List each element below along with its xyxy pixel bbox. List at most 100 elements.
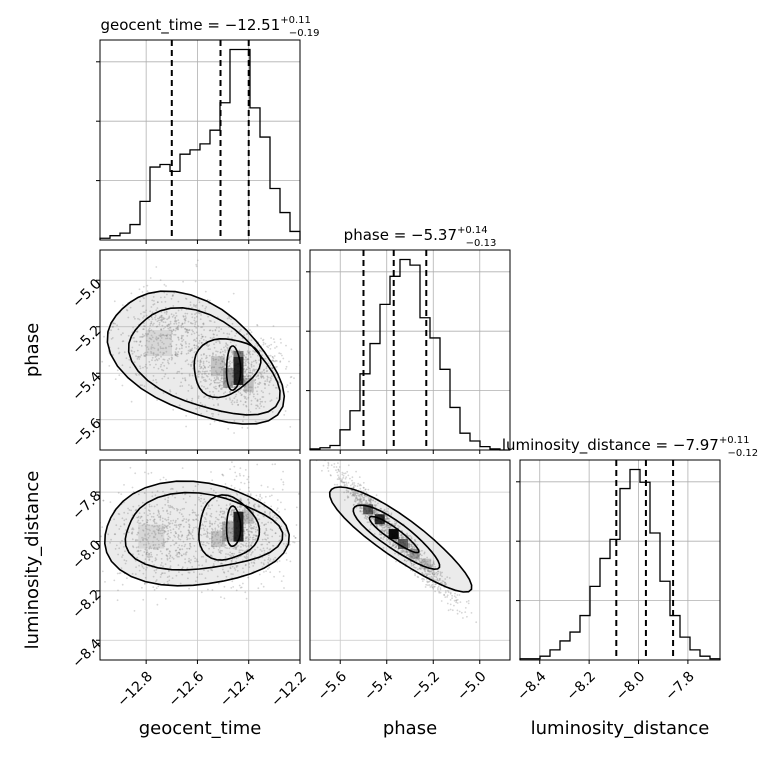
scatter-point	[168, 550, 171, 552]
scatter-point	[157, 529, 160, 532]
scatter-point	[434, 566, 436, 568]
scatter-point	[221, 350, 224, 353]
scatter-point	[258, 383, 260, 386]
scatter-point	[177, 336, 180, 339]
scatter-point	[169, 322, 172, 325]
scatter-point	[413, 563, 416, 566]
scatter-point	[181, 344, 183, 347]
scatter-point	[165, 285, 167, 287]
scatter-point	[178, 321, 180, 324]
scatter-point	[233, 386, 236, 389]
scatter-point	[165, 526, 168, 529]
scatter-point	[431, 572, 434, 575]
scatter-point	[150, 334, 153, 337]
scatter-point	[214, 520, 217, 523]
scatter-point	[185, 329, 188, 331]
scatter-point	[188, 523, 190, 526]
scatter-point	[118, 513, 121, 516]
scatter-point	[193, 325, 196, 328]
scatter-point	[150, 551, 152, 554]
scatter-point	[357, 502, 360, 505]
scatter-point	[402, 549, 405, 552]
scatter-point	[157, 511, 160, 514]
scatter-point	[327, 464, 330, 467]
scatter-point	[205, 560, 208, 563]
scatter-point	[223, 597, 226, 600]
scatter-point	[272, 359, 275, 362]
scatter-point	[181, 347, 183, 350]
scatter-point	[138, 373, 141, 376]
scatter-point	[244, 358, 247, 361]
scatter-point	[269, 348, 272, 350]
scatter-point	[401, 536, 403, 539]
scatter-point	[213, 547, 215, 550]
scatter-point	[249, 369, 252, 372]
scatter-point	[156, 538, 159, 540]
scatter-point	[164, 306, 167, 309]
scatter-point	[354, 497, 357, 500]
scatter-point	[180, 326, 183, 329]
scatter-point	[243, 530, 246, 533]
scatter-point	[166, 359, 169, 362]
scatter-point	[264, 400, 267, 403]
scatter-point	[123, 546, 125, 548]
scatter-point	[230, 330, 233, 333]
scatter-point	[275, 519, 277, 522]
scatter-point	[252, 527, 255, 530]
scatter-point	[360, 501, 362, 503]
scatter-point	[253, 365, 255, 367]
scatter-point	[160, 564, 162, 567]
scatter-point	[352, 486, 355, 488]
scatter-point	[201, 370, 204, 373]
scatter-point	[223, 361, 226, 364]
scatter-point	[144, 344, 147, 347]
scatter-point	[250, 519, 253, 522]
scatter-point	[110, 329, 112, 332]
scatter-point	[175, 348, 178, 351]
scatter-point	[256, 345, 259, 347]
scatter-point	[437, 579, 440, 582]
scatter-point	[203, 372, 206, 375]
scatter-point	[271, 367, 274, 370]
scatter-point	[243, 555, 246, 558]
scatter-point	[233, 432, 236, 434]
scatter-point	[243, 518, 246, 521]
scatter-point	[162, 476, 165, 479]
scatter-point	[146, 549, 149, 551]
scatter-point	[380, 533, 382, 536]
scatter-point	[337, 469, 340, 471]
scatter-point	[171, 332, 174, 335]
scatter-point	[190, 333, 193, 336]
scatter-point	[252, 565, 255, 567]
scatter-point	[166, 293, 168, 296]
scatter-point	[201, 376, 204, 379]
scatter-point	[208, 525, 211, 528]
scatter-point	[261, 538, 264, 541]
scatter-point	[166, 324, 169, 327]
scatter-point	[224, 362, 227, 365]
scatter-point	[184, 377, 186, 379]
scatter-point	[384, 525, 387, 528]
x-tick-label: −5.2	[408, 669, 443, 704]
scatter-point	[361, 513, 364, 515]
hist-frame	[519, 459, 721, 661]
scatter-point	[265, 534, 267, 536]
scatter-point	[177, 327, 179, 330]
scatter-point	[244, 375, 247, 378]
scatter-point	[194, 485, 197, 487]
scatter-point	[215, 385, 217, 388]
scatter-point	[258, 573, 261, 576]
scatter-point	[202, 335, 204, 338]
scatter-point	[186, 567, 189, 569]
scatter-point	[276, 360, 278, 362]
scatter-point	[136, 533, 139, 536]
scatter-point	[263, 406, 265, 408]
scatter-point	[203, 396, 205, 399]
scatter-point	[362, 497, 365, 499]
scatter-point	[247, 481, 250, 484]
scatter-point	[247, 371, 250, 374]
scatter-point	[147, 540, 150, 543]
scatter-point	[395, 546, 398, 548]
scatter-point	[179, 530, 182, 533]
scatter-point	[127, 531, 130, 534]
